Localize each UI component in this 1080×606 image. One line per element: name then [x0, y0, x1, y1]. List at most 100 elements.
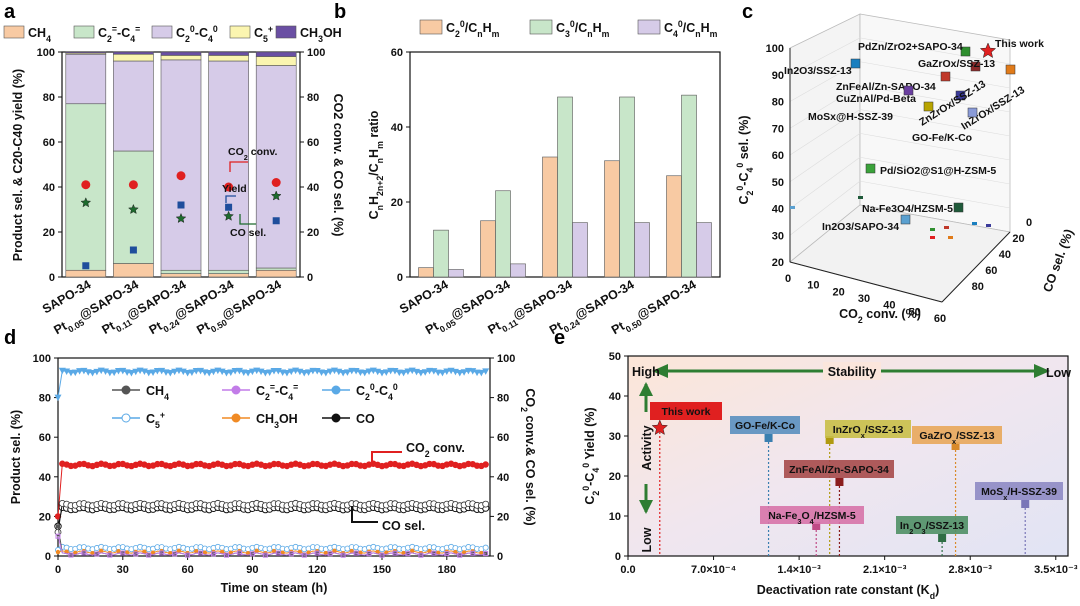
bar-C30/CnHm — [619, 96, 635, 278]
point-label-box — [760, 506, 864, 524]
point-label: ZnFeAl/Zn-SAPO-34 — [836, 81, 936, 93]
marker-triangle — [227, 369, 235, 376]
marker-triangle — [71, 369, 79, 377]
stack-bar-CH3OH — [208, 51, 249, 56]
legend-swatch — [3, 25, 25, 39]
legend-label: CH4 — [146, 384, 169, 402]
y2-tick-label: 100 — [497, 353, 515, 365]
z-tick-label: 80 — [772, 97, 784, 109]
marker-circle-orange — [349, 548, 354, 554]
marker-square-open — [55, 533, 61, 539]
panel-b: 0204060SAPO-34Pt0.05@SAPO-34Pt0.11@SAPO-… — [367, 19, 721, 337]
marker-square-open — [94, 551, 100, 557]
legend-label: C2=-C4= — [98, 24, 140, 44]
marker-circle-orange — [90, 551, 95, 556]
legend-swatch — [275, 25, 297, 39]
marker-square-open — [198, 550, 204, 556]
marker-square-open — [185, 552, 191, 558]
z-tick-label: 100 — [766, 43, 784, 55]
legend-label: C20-C40 — [176, 24, 218, 44]
marker-triangle — [438, 369, 446, 377]
marker-triangle — [248, 368, 256, 376]
stack-bar-CH3OH — [65, 51, 107, 54]
annotation-co2-conv: CO2 conv. — [228, 146, 277, 162]
y2-tick-label: 20 — [497, 511, 509, 523]
marker-triangle — [326, 368, 334, 376]
co-sel-marker — [270, 190, 282, 201]
marker-circle-orange — [168, 550, 173, 556]
marker-square-open — [366, 551, 372, 557]
bar-C20/CnHm — [480, 220, 496, 278]
stack-bar-CH3OH — [160, 51, 202, 56]
y2-tick-label: 0 — [497, 551, 503, 563]
y-tick-label: 20 — [609, 471, 621, 483]
marker-square-open — [211, 551, 217, 557]
y-tick-label: 60 — [39, 432, 51, 444]
annotation-arrow — [371, 451, 402, 466]
marker-triangle — [149, 369, 157, 377]
bar-C30/CnHm — [495, 190, 511, 278]
marker-circle-orange — [55, 549, 61, 555]
marker-square-open — [133, 551, 139, 557]
marker-triangle — [127, 370, 135, 377]
panel-label-c: c — [742, 1, 753, 23]
point-marker — [850, 58, 861, 69]
y-tick-label: 60 — [985, 265, 997, 277]
annotation-arrow — [239, 214, 256, 225]
activity-label: Activity — [640, 425, 654, 470]
point-marker — [923, 101, 934, 112]
annotation-arrow — [225, 195, 236, 203]
bar-C20/CnHm — [666, 175, 682, 278]
marker-square-open — [107, 552, 113, 558]
marker-square-open — [275, 550, 281, 556]
grid-line — [859, 133, 1011, 161]
y-axis-title: Product sel. (%) — [9, 410, 23, 504]
low-label-y: Low — [640, 527, 654, 552]
point-label-box — [912, 426, 1002, 444]
marker-square-open — [120, 550, 126, 556]
marker-triangle — [477, 369, 485, 377]
floor-point — [944, 226, 949, 229]
x-axis-title: Time on steam (h) — [221, 581, 328, 595]
point-label: GO-Fe/K-Co — [735, 420, 795, 432]
point-marker — [967, 107, 978, 118]
marker-triangle — [322, 369, 330, 377]
legend-label: CO — [356, 412, 375, 426]
y-axis-title: Product sel. & C20-C40 yield (%) — [11, 69, 25, 261]
legend-label: CH3OH — [256, 412, 298, 430]
x-tick-label: 150 — [373, 564, 391, 576]
z-tick-label: 20 — [772, 257, 784, 269]
marker-square-open — [353, 550, 359, 556]
grid-line — [859, 61, 1011, 89]
legend-swatch — [229, 25, 251, 39]
marker-square-open — [483, 551, 489, 557]
stack-bar-C5+ — [208, 55, 249, 62]
y-tick-label: 20 — [43, 227, 55, 239]
marker-circle-open — [482, 500, 490, 508]
point-marker — [940, 71, 951, 82]
legend-label: CH3OH — [300, 26, 342, 44]
y-tick-label: 40 — [609, 391, 621, 403]
marker-circle-orange — [64, 549, 69, 554]
bar-C40/CnHm — [696, 222, 712, 278]
marker-circle-orange — [116, 549, 121, 554]
bar-C40/CnHm — [634, 222, 650, 278]
y-tick-label: 60 — [391, 47, 403, 59]
panel-label-d: d — [4, 327, 16, 349]
point-marker — [825, 436, 834, 444]
y-tick-label: 0 — [615, 551, 621, 563]
annotation-co-sel: CO sel. — [230, 227, 266, 239]
marker-triangle — [244, 369, 252, 377]
stack-bar-C20-C40 — [255, 65, 297, 269]
marker-triangle — [456, 370, 464, 377]
legend-label: C20-C40 — [356, 382, 398, 402]
y-axis-title: CnH2n+2/CnHm ratio — [367, 110, 385, 219]
marker-triangle — [110, 369, 118, 377]
legend-label: C40/CnHm — [664, 19, 718, 39]
x-tick-label: 3.5×10⁻³ — [1034, 564, 1078, 576]
point-label: CuZnAl/Pd-Beta — [836, 93, 916, 105]
stack-bar-C20-C40 — [208, 60, 249, 271]
low-label-x: Low — [1046, 366, 1071, 380]
y2-tick-label: 60 — [497, 432, 509, 444]
